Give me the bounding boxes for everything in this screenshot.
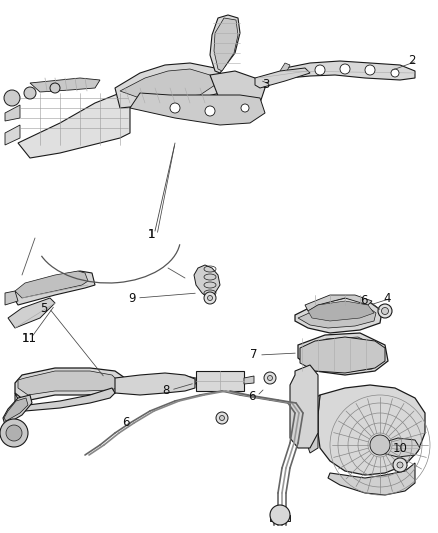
Circle shape: [393, 458, 407, 472]
Polygon shape: [280, 63, 290, 75]
Circle shape: [50, 83, 60, 93]
Circle shape: [340, 64, 350, 74]
Text: 1: 1: [148, 229, 155, 241]
Polygon shape: [5, 105, 20, 121]
Text: 2: 2: [408, 54, 416, 68]
Polygon shape: [186, 376, 196, 384]
Polygon shape: [12, 271, 95, 305]
Polygon shape: [255, 68, 310, 88]
Polygon shape: [115, 63, 225, 108]
Circle shape: [264, 372, 276, 384]
Circle shape: [170, 103, 180, 113]
Polygon shape: [244, 376, 254, 384]
Circle shape: [4, 90, 20, 106]
Polygon shape: [130, 93, 265, 125]
Polygon shape: [214, 18, 238, 71]
Polygon shape: [318, 385, 425, 475]
Polygon shape: [270, 515, 290, 521]
Circle shape: [24, 87, 36, 99]
Circle shape: [268, 376, 272, 381]
Circle shape: [270, 505, 290, 525]
Polygon shape: [30, 78, 100, 92]
Circle shape: [204, 292, 216, 304]
Circle shape: [397, 462, 403, 468]
Polygon shape: [295, 298, 382, 333]
Polygon shape: [15, 271, 88, 298]
Polygon shape: [298, 333, 388, 375]
Text: 6: 6: [122, 416, 130, 430]
Circle shape: [6, 425, 22, 441]
Polygon shape: [210, 15, 240, 73]
Polygon shape: [298, 303, 376, 328]
Circle shape: [241, 104, 249, 112]
Text: 11: 11: [22, 332, 37, 344]
Circle shape: [208, 295, 212, 301]
Circle shape: [365, 65, 375, 75]
Polygon shape: [194, 265, 220, 298]
Polygon shape: [210, 71, 265, 108]
Polygon shape: [196, 371, 244, 391]
Text: 11: 11: [22, 332, 37, 344]
Polygon shape: [285, 61, 415, 80]
Circle shape: [216, 412, 228, 424]
Polygon shape: [4, 398, 28, 421]
Polygon shape: [120, 69, 215, 101]
Polygon shape: [18, 93, 130, 158]
Circle shape: [205, 106, 215, 116]
Polygon shape: [5, 291, 18, 305]
Circle shape: [370, 435, 390, 455]
Polygon shape: [308, 301, 374, 321]
Circle shape: [219, 416, 225, 421]
Circle shape: [391, 69, 399, 77]
Polygon shape: [328, 463, 415, 495]
Text: 7: 7: [250, 349, 258, 361]
Text: 6: 6: [248, 390, 255, 402]
Polygon shape: [5, 125, 20, 145]
Circle shape: [378, 304, 392, 318]
Polygon shape: [18, 371, 118, 395]
Polygon shape: [290, 365, 318, 448]
Circle shape: [0, 419, 28, 447]
Polygon shape: [305, 395, 320, 453]
Circle shape: [381, 308, 389, 314]
Text: 8: 8: [162, 384, 170, 397]
Polygon shape: [115, 373, 195, 395]
Polygon shape: [15, 388, 115, 411]
Polygon shape: [302, 337, 382, 372]
Text: 4: 4: [383, 292, 391, 304]
Polygon shape: [382, 438, 420, 457]
Text: 6: 6: [360, 295, 367, 308]
Text: 3: 3: [262, 78, 269, 92]
Polygon shape: [3, 395, 32, 425]
Polygon shape: [300, 337, 385, 373]
Text: 10: 10: [393, 441, 408, 455]
Text: 9: 9: [128, 292, 135, 304]
Text: 1: 1: [148, 229, 155, 241]
Polygon shape: [8, 298, 55, 328]
Polygon shape: [305, 295, 372, 311]
Text: 5: 5: [40, 302, 47, 314]
Circle shape: [315, 65, 325, 75]
Polygon shape: [15, 368, 125, 401]
